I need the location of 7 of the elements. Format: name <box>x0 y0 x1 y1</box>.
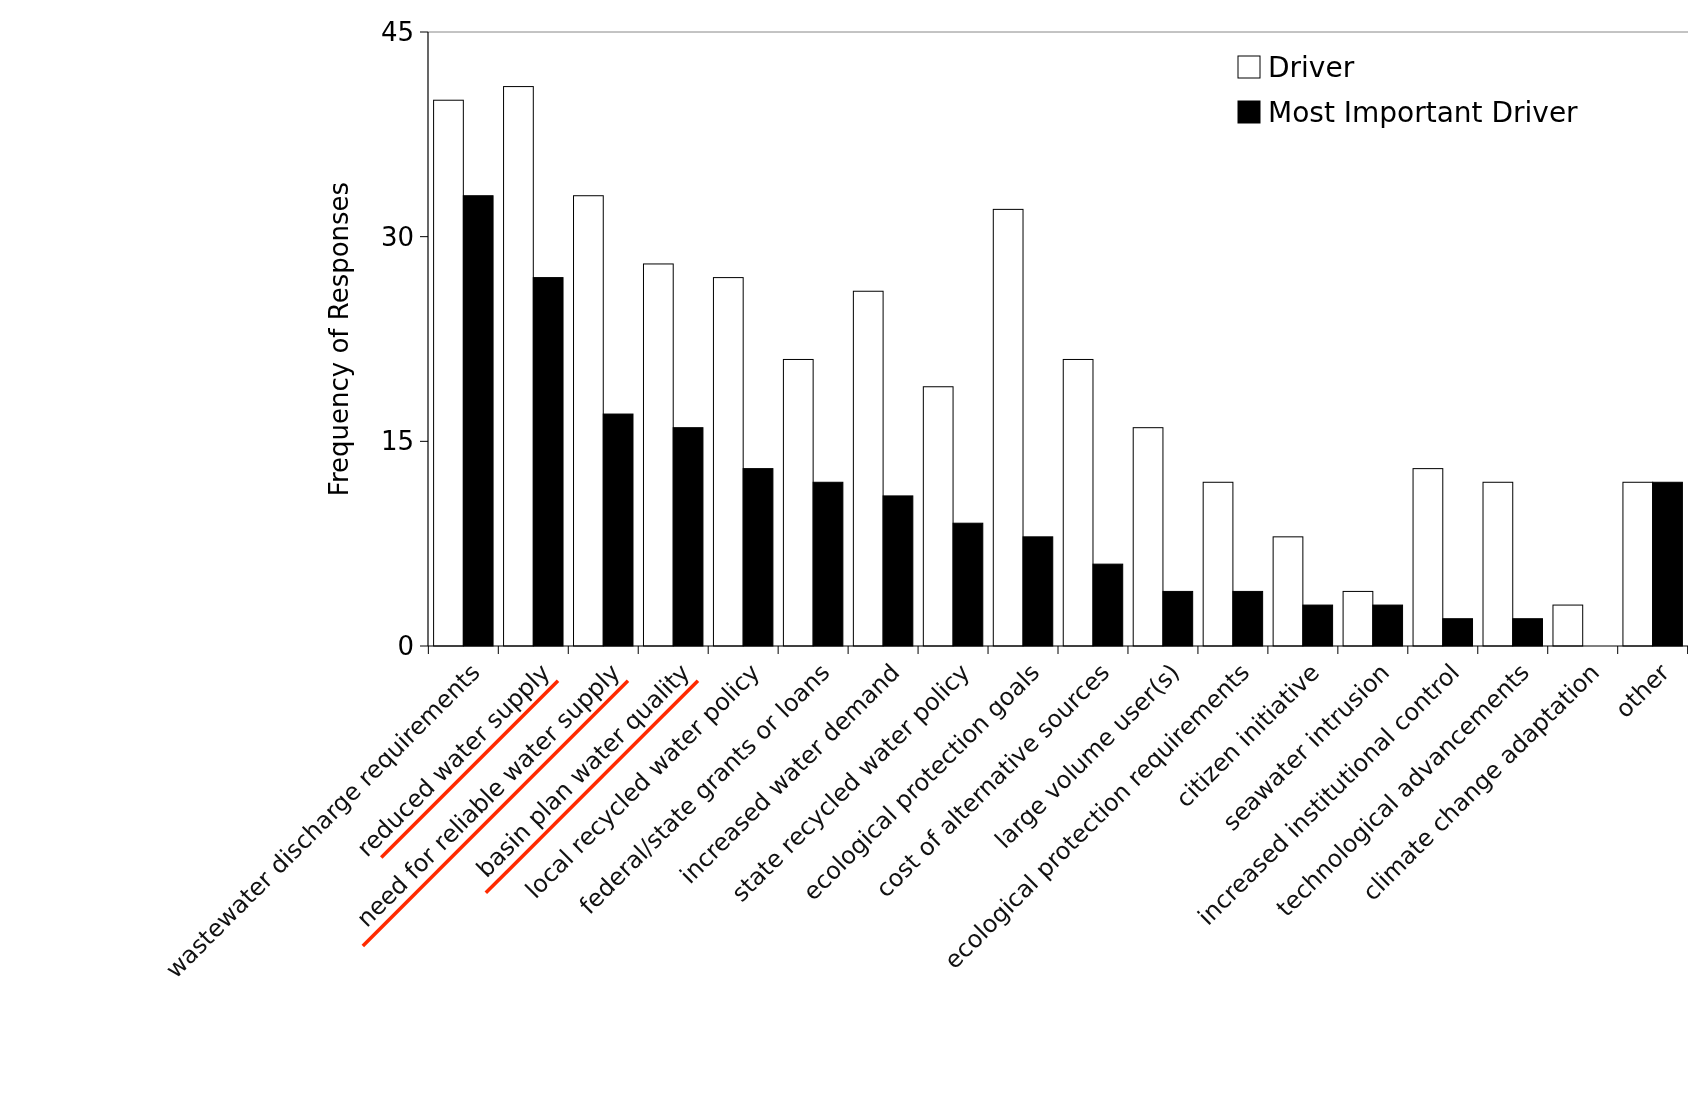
y-axis-title: Frequency of Responses <box>324 181 354 497</box>
y-tick-label: 45 <box>380 17 414 48</box>
legend-label: Most Important Driver <box>1268 95 1579 129</box>
y-tick-label: 30 <box>380 221 414 252</box>
y-tick-label: 15 <box>380 426 414 457</box>
y-tick-label: 0 <box>397 631 414 662</box>
legend-label: Driver <box>1268 50 1355 84</box>
